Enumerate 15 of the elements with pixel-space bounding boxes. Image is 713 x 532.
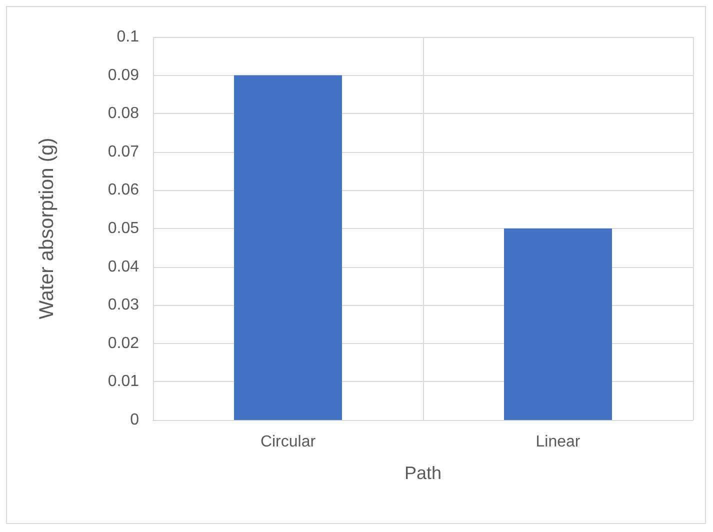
x-tick-label: Circular [260,434,316,450]
y-tick-label: 0.08 [108,105,140,122]
y-tick-label: 0 [130,412,140,428]
y-tick-label: 0.09 [108,66,140,84]
x-axis-title: Path [404,463,442,483]
y-tick-label: 0.05 [108,220,140,237]
y-tick-label: 0.06 [108,182,140,199]
x-tick-label: Linear [536,434,581,450]
y-tick-label: 0.04 [108,258,140,276]
y-axis-title: Water absorption (g) [36,138,58,320]
y-tick-label: 0.03 [108,296,140,314]
y-tick-label: 0.1 [116,28,140,46]
y-tick-label: 0.07 [108,143,140,160]
y-tick-label: 0.02 [108,334,140,352]
y-tick-label: 0.01 [108,373,140,390]
